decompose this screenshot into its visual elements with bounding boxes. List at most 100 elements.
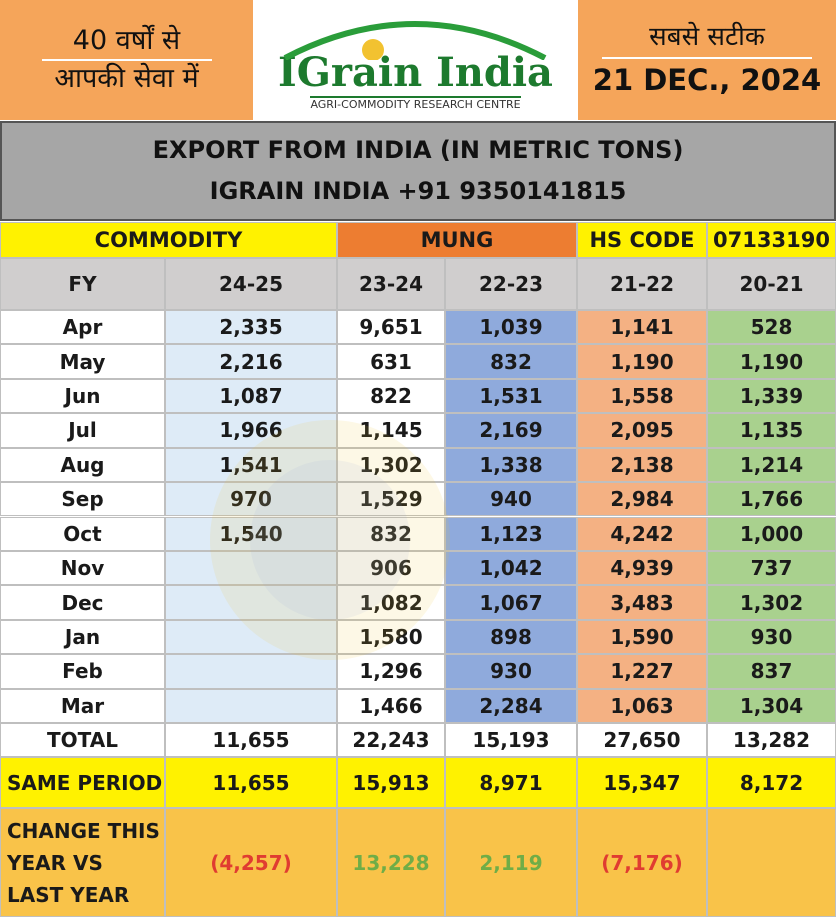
column-header: 21-22 [577, 258, 707, 310]
same-period-cell: 15,913 [337, 757, 445, 808]
table-cell: 1,000 [707, 516, 836, 551]
row-label: Aug [0, 447, 165, 483]
row-label: Jul [0, 413, 165, 448]
same-period-cell: 11,655 [165, 757, 337, 808]
table-cell: 1,466 [337, 688, 445, 723]
table-cell: 2,138 [577, 447, 707, 483]
column-header: 24-25 [165, 258, 337, 310]
table-cell: 1,529 [337, 482, 445, 517]
table-cell: 1,304 [707, 688, 836, 723]
same-period-label: SAME PERIOD [0, 757, 165, 808]
table-cell: 1,302 [337, 447, 445, 483]
table-cell: 906 [337, 550, 445, 586]
table-cell: 1,541 [165, 447, 337, 483]
table-cell: 1,558 [577, 378, 707, 414]
logo-title: IGrain India [278, 49, 553, 96]
same-period-cell: 8,971 [445, 757, 577, 808]
title-band: EXPORT FROM INDIA (IN METRIC TONS) IGRAI… [0, 121, 836, 221]
table-cell: 940 [445, 482, 577, 517]
header-left-line1: 40 वर्षों से [72, 24, 181, 56]
row-label: Nov [0, 550, 165, 586]
table-cell: 2,284 [445, 688, 577, 723]
header-left-line2: आपकी सेवा में [54, 63, 199, 94]
table-cell: 1,141 [577, 310, 707, 345]
column-header: 23-24 [337, 258, 445, 310]
row-label: May [0, 344, 165, 379]
row-label: Mar [0, 688, 165, 723]
header-left: 40 वर्षों से आपकी सेवा में [0, 0, 253, 120]
total-cell: 22,243 [337, 723, 445, 757]
table-cell: 1,190 [707, 344, 836, 379]
table-cell: 2,216 [165, 344, 337, 379]
column-header: FY [0, 258, 165, 310]
table-cell: 1,214 [707, 447, 836, 483]
logo: IGrain India AGRI-COMMODITY RESEARCH CEN… [253, 0, 578, 120]
table-cell: 4,939 [577, 550, 707, 586]
info-cell: 07133190 [707, 222, 836, 258]
table-cell: 1,302 [707, 585, 836, 620]
divider [41, 59, 212, 61]
table-cell: 832 [445, 344, 577, 379]
table-cell: 3,483 [577, 585, 707, 620]
row-label: Feb [0, 654, 165, 689]
change-cell: (7,176) [577, 808, 707, 917]
row-label: Dec [0, 585, 165, 620]
table-cell: 1,087 [165, 378, 337, 414]
table-cell: 1,123 [445, 516, 577, 551]
table-cell: 1,766 [707, 482, 836, 517]
column-header: 22-23 [445, 258, 577, 310]
table-cell: 837 [707, 654, 836, 689]
table-cell: 1,039 [445, 310, 577, 345]
table-cell: 2,984 [577, 482, 707, 517]
divider [602, 56, 812, 59]
table-cell [165, 619, 337, 655]
row-label: Sep [0, 482, 165, 517]
table-cell: 1,063 [577, 688, 707, 723]
table-cell: 1,067 [445, 585, 577, 620]
total-cell: 15,193 [445, 723, 577, 757]
table-cell: 1,966 [165, 413, 337, 448]
table-cell: 528 [707, 310, 836, 345]
header-date: 21 DEC., 2024 [592, 62, 822, 97]
title-line1: EXPORT FROM INDIA (IN METRIC TONS) [152, 136, 684, 165]
table-cell: 4,242 [577, 516, 707, 551]
table-cell: 1,580 [337, 619, 445, 655]
same-period-cell: 8,172 [707, 757, 836, 808]
table-cell: 631 [337, 344, 445, 379]
title-line2: IGRAIN INDIA +91 9350141815 [209, 177, 627, 205]
table-cell: 2,335 [165, 310, 337, 345]
logo-arc [283, 21, 547, 60]
info-cell: MUNG [337, 222, 577, 258]
table-cell: 1,042 [445, 550, 577, 586]
table-cell: 1,145 [337, 413, 445, 448]
info-cell: HS CODE [577, 222, 707, 258]
same-period-cell: 15,347 [577, 757, 707, 808]
table-cell: 1,227 [577, 654, 707, 689]
table-cell: 1,338 [445, 447, 577, 483]
table-cell: 832 [337, 516, 445, 551]
change-cell: 2,119 [445, 808, 577, 917]
logo-subtitle: AGRI-COMMODITY RESEARCH CENTRE [310, 96, 521, 111]
table-cell: 970 [165, 482, 337, 517]
table-cell: 2,095 [577, 413, 707, 448]
row-label: Oct [0, 516, 165, 551]
change-cell: (4,257) [165, 808, 337, 917]
header-right-line1: सबसे सटीक [649, 21, 765, 52]
table-cell: 1,190 [577, 344, 707, 379]
table-cell: 1,135 [707, 413, 836, 448]
table-cell: 737 [707, 550, 836, 586]
info-cell: COMMODITY [0, 222, 337, 258]
table-cell: 1,540 [165, 516, 337, 551]
table-cell [165, 688, 337, 723]
table-cell: 1,339 [707, 378, 836, 414]
row-label: Jan [0, 619, 165, 655]
table-cell: 1,590 [577, 619, 707, 655]
total-cell: 13,282 [707, 723, 836, 757]
row-label: Apr [0, 310, 165, 345]
table-cell: 1,296 [337, 654, 445, 689]
table-cell: 898 [445, 619, 577, 655]
header-right: सबसे सटीक 21 DEC., 2024 [578, 0, 836, 120]
table-cell: 930 [707, 619, 836, 655]
table-cell: 9,651 [337, 310, 445, 345]
